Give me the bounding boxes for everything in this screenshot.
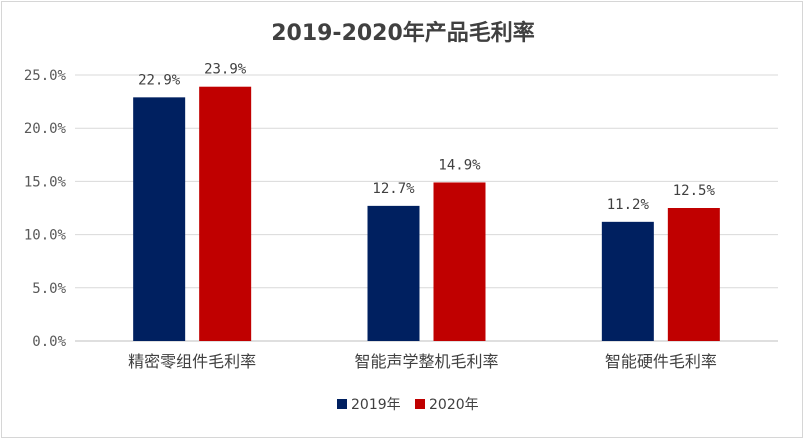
- data-label: 23.9%: [204, 62, 247, 78]
- bar-2019: [133, 97, 186, 342]
- bar-2019: [601, 221, 654, 341]
- bar-2019: [367, 205, 420, 341]
- data-label: 12.7%: [372, 181, 415, 197]
- bars: [133, 86, 720, 342]
- bar-2020: [667, 208, 720, 341]
- bar-2020: [199, 86, 252, 341]
- chart-title: 2019-2020年产品毛利率: [271, 20, 535, 46]
- x-category-label: 智能硬件毛利率: [605, 352, 717, 371]
- legend: 2019年 2020年: [337, 397, 479, 413]
- gridlines: [75, 74, 778, 342]
- legend-swatch: [415, 399, 425, 409]
- data-label: 14.9%: [438, 157, 481, 173]
- y-tick-label: 10.0%: [24, 228, 67, 244]
- y-tick-label: 25.0%: [24, 68, 67, 84]
- legend-swatch: [337, 399, 347, 409]
- x-axis-categories: 精密零组件毛利率 智能声学整机毛利率 智能硬件毛利率: [128, 352, 717, 371]
- legend-label: 2019年: [351, 397, 401, 413]
- data-label: 11.2%: [607, 197, 650, 213]
- x-category-label: 智能声学整机毛利率: [354, 352, 498, 371]
- data-labels: 22.9% 23.9% 12.7% 14.9% 11.2% 12.5%: [138, 62, 715, 213]
- y-tick-label: 0.0%: [32, 334, 66, 350]
- x-category-label: 精密零组件毛利率: [128, 352, 256, 371]
- data-label: 12.5%: [673, 183, 716, 199]
- y-tick-label: 15.0%: [24, 174, 67, 190]
- y-axis-ticks: 0.0% 5.0% 10.0% 15.0% 20.0% 25.0%: [24, 68, 67, 350]
- data-label: 22.9%: [138, 72, 181, 88]
- bar-2020: [433, 182, 486, 341]
- legend-label: 2020年: [429, 397, 479, 413]
- y-tick-label: 20.0%: [24, 121, 67, 137]
- y-tick-label: 5.0%: [32, 281, 66, 297]
